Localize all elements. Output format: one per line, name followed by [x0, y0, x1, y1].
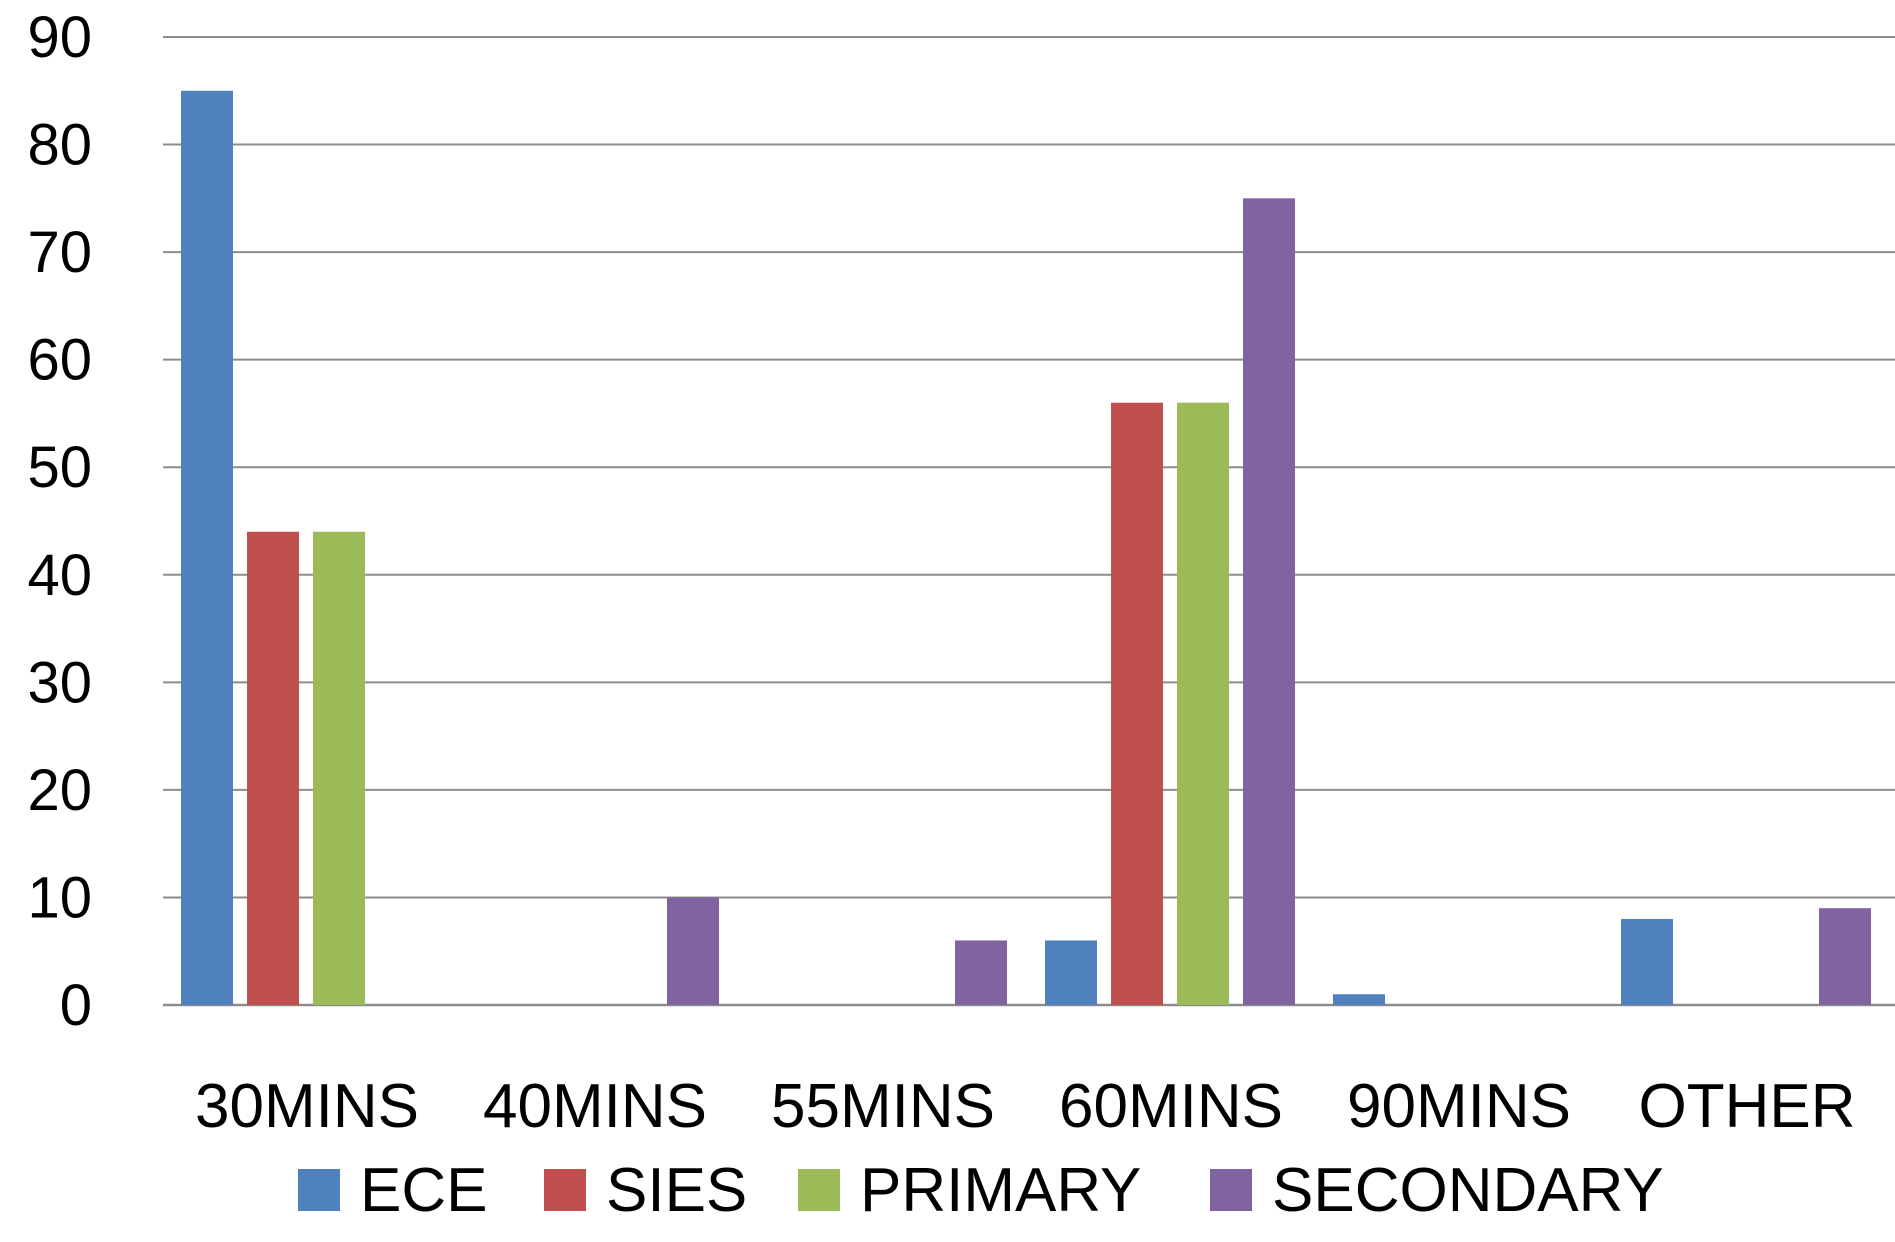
y-tick-label: 0 — [60, 973, 92, 1038]
x-tick-label: OTHER — [1639, 1072, 1856, 1141]
bar-sies-60mins — [1111, 402, 1163, 1005]
bar-secondary-other — [1819, 908, 1871, 1005]
legend-label-secondary: SECONDARY — [1272, 1156, 1664, 1225]
legend: ECE SIES PRIMARY SECONDARY — [298, 1156, 1664, 1225]
legend-swatch-sies — [544, 1169, 586, 1211]
bar-secondary-60mins — [1243, 198, 1295, 1006]
gridlines — [163, 36, 1895, 1007]
y-tick-label: 10 — [27, 865, 92, 930]
x-axis-ticks: 30MINS 40MINS 55MINS 60MINS 90MINS OTHER — [195, 1072, 1855, 1141]
bar-ece-90mins — [1333, 994, 1385, 1005]
y-tick-label: 30 — [27, 650, 92, 715]
x-tick-label: 60MINS — [1059, 1072, 1283, 1141]
legend-label-ece: ECE — [360, 1156, 487, 1225]
legend-swatch-primary — [798, 1169, 840, 1211]
bar-secondary-55mins — [955, 940, 1007, 1005]
legend-swatch-ece — [298, 1169, 340, 1211]
legend-label-sies: SIES — [606, 1156, 747, 1225]
y-tick-label: 80 — [27, 113, 92, 178]
bar-secondary-40mins — [667, 897, 719, 1005]
y-tick-label: 60 — [27, 328, 92, 393]
x-tick-label: 40MINS — [483, 1072, 707, 1141]
x-tick-label: 30MINS — [195, 1072, 419, 1141]
y-tick-label: 40 — [27, 543, 92, 608]
legend-label-primary: PRIMARY — [860, 1156, 1141, 1225]
bar-ece-60mins — [1045, 940, 1097, 1005]
bar-ece-other — [1621, 918, 1673, 1005]
bar-sies-30mins — [247, 531, 299, 1005]
y-tick-label: 20 — [27, 758, 92, 823]
bar-ece-30mins — [181, 90, 233, 1006]
y-axis-ticks: 0 10 20 30 40 50 60 70 80 90 — [27, 5, 92, 1038]
bars — [181, 90, 1871, 1006]
y-tick-label: 70 — [27, 220, 92, 285]
x-tick-label: 90MINS — [1347, 1072, 1571, 1141]
y-tick-label: 90 — [27, 5, 92, 70]
x-tick-label: 55MINS — [771, 1072, 995, 1141]
y-tick-label: 50 — [27, 435, 92, 500]
legend-swatch-secondary — [1210, 1169, 1252, 1211]
bar-primary-60mins — [1177, 402, 1229, 1005]
bar-primary-30mins — [313, 531, 365, 1005]
